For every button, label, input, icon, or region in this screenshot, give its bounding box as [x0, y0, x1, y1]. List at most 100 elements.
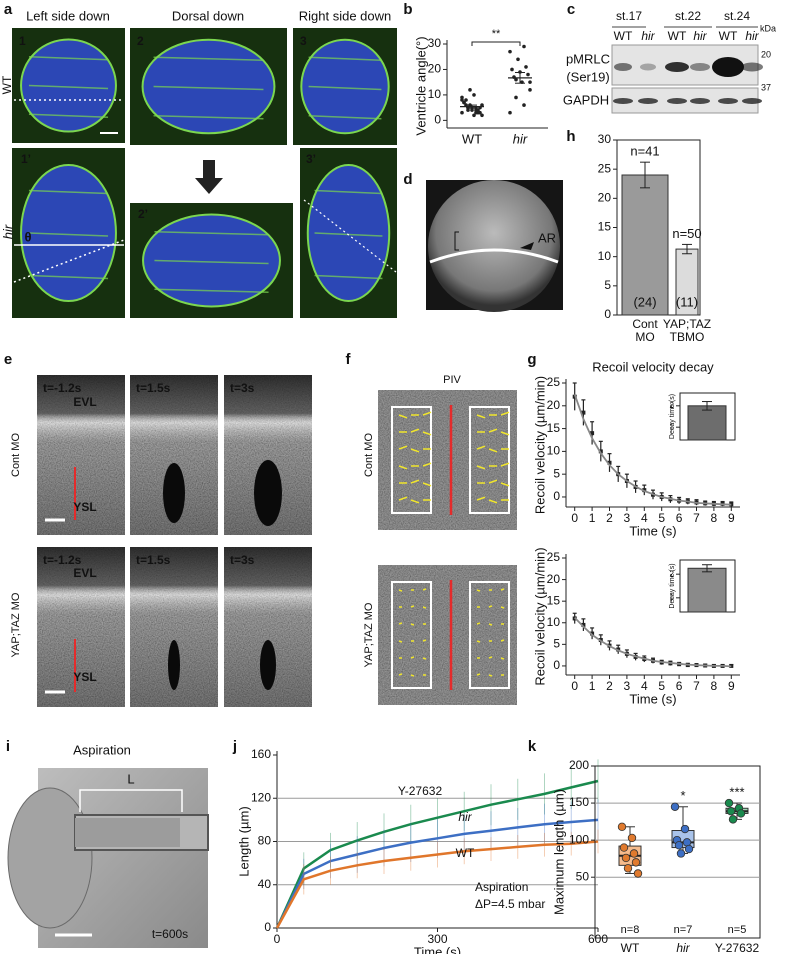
lane-label: WT	[614, 29, 633, 43]
piv-arrow	[398, 496, 408, 501]
y-tick-label: 10	[547, 444, 561, 458]
image-label: 3’	[306, 152, 316, 166]
lane-label: hir	[641, 29, 655, 43]
y-tick-label: 5	[553, 466, 560, 480]
row-label: pMRLC	[566, 51, 610, 66]
row-label: YAP;TAZ MO	[363, 602, 375, 667]
row-label: hir	[0, 224, 15, 239]
tissue	[20, 38, 117, 133]
panel-label: d	[403, 171, 412, 188]
image-label: 1’	[21, 152, 31, 166]
shade	[37, 547, 125, 707]
point	[633, 869, 643, 878]
x-tick-label: 0	[571, 511, 578, 525]
panel-label: g	[527, 351, 536, 368]
region-label: YSL	[73, 500, 96, 514]
x-tick-label: 5	[658, 511, 665, 525]
panel-label: a	[4, 1, 13, 18]
n-label: n=8	[621, 924, 640, 936]
tissue-fold	[153, 56, 264, 61]
x-tick-label: 9	[728, 679, 735, 693]
point	[617, 822, 627, 831]
y-tick-label: 20	[547, 572, 561, 586]
x-axis-label: Time (s)	[629, 523, 676, 538]
line	[275, 818, 599, 929]
panel-label: k	[528, 738, 537, 755]
annotation: n=50	[672, 226, 701, 241]
y-tick-label: 25	[547, 375, 561, 389]
panel-label: f	[346, 351, 352, 368]
y-tick-label: 1	[670, 422, 675, 431]
band	[718, 98, 738, 104]
series-label: WT	[456, 846, 475, 860]
image-label: 2’	[138, 207, 148, 221]
x-tick-label: hir	[676, 941, 690, 954]
point	[724, 798, 734, 808]
x-tick-label: Cont	[632, 317, 658, 331]
point	[522, 44, 526, 49]
row-label: Cont MO	[10, 433, 22, 477]
piv-arrow	[488, 605, 493, 608]
piv-arrow	[410, 479, 420, 484]
piv-arrow	[422, 462, 432, 467]
point	[522, 103, 526, 107]
stage-label: st.22	[675, 9, 701, 23]
x-tick-label: WT	[462, 131, 482, 146]
x-tick-label: 0	[274, 932, 281, 946]
time-label: t=-1.2s	[43, 553, 82, 567]
piv-arrow	[500, 431, 510, 436]
piv-arrow	[422, 588, 427, 591]
point	[460, 110, 464, 115]
time-label: t=1.5s	[136, 553, 171, 567]
tissue-blob	[20, 164, 117, 302]
x-tick-label: 300	[427, 932, 447, 946]
piv-arrow	[488, 448, 498, 453]
band	[614, 63, 632, 71]
panel-label: b	[403, 1, 412, 18]
piv-arrow	[422, 411, 432, 416]
significance: *	[680, 788, 685, 803]
panel-label: e	[4, 351, 12, 368]
marker-label: 20	[761, 49, 771, 59]
image-label: 2	[137, 34, 144, 48]
bracket	[79, 789, 183, 812]
x-tick-label: 8	[711, 679, 718, 693]
y-tick-label: 10	[428, 87, 442, 101]
y-tick-label: 80	[258, 834, 272, 848]
band	[690, 63, 710, 71]
piv-arrow	[422, 639, 427, 642]
piv-arrow	[410, 448, 420, 453]
band	[741, 62, 763, 72]
piv-arrow	[476, 622, 481, 625]
point	[524, 65, 528, 69]
x-tick-label: 8	[711, 511, 718, 525]
tissue-fold	[28, 84, 109, 90]
point	[631, 858, 641, 867]
unit-label: kDa	[760, 23, 776, 33]
tissue-fold	[154, 231, 269, 236]
x-tick-label: 6	[676, 511, 683, 525]
point	[581, 622, 586, 627]
piv-arrow	[488, 499, 498, 504]
region-label: EVL	[73, 395, 96, 409]
point	[514, 77, 518, 82]
piv-arrow	[476, 414, 486, 419]
x-tick-label: 1	[589, 679, 596, 693]
point	[736, 809, 746, 818]
x-tick-label: 4	[641, 511, 648, 525]
y-tick-label: 0	[434, 113, 441, 127]
point	[462, 100, 466, 105]
piv-arrow	[398, 673, 403, 676]
piv-arrow	[398, 445, 408, 450]
piv-arrow	[500, 588, 505, 591]
x-tick-label: 4	[641, 679, 648, 693]
y-tick-label: 25	[598, 161, 612, 175]
piv-arrow	[500, 411, 510, 416]
y-tick-label: 15	[598, 220, 612, 234]
piv-arrow	[476, 496, 486, 501]
point	[684, 844, 694, 854]
y-tick-label: 160	[251, 747, 271, 761]
piv-arrow	[398, 465, 408, 470]
x-tick-label: 3	[624, 679, 631, 693]
point	[629, 849, 639, 858]
